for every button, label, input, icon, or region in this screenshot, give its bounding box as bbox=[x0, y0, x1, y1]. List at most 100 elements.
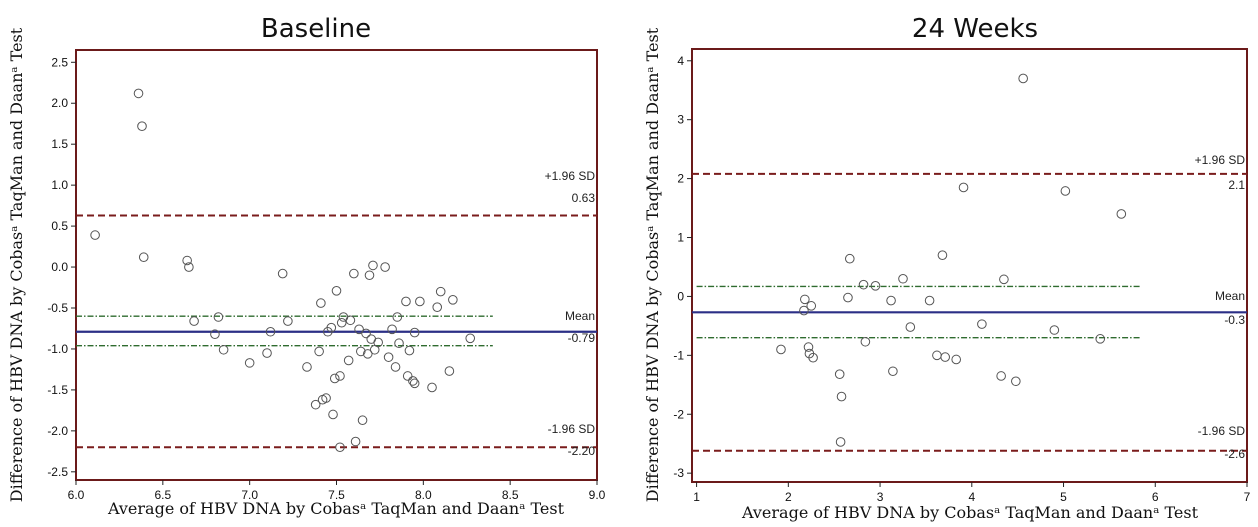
lower-loa-label: -1.96 SD bbox=[548, 422, 596, 436]
data-point bbox=[302, 362, 312, 372]
y-tick-label: 3 bbox=[677, 113, 684, 127]
mean-ci-lines bbox=[696, 285, 1142, 339]
baseline-chart: Baseline 6.0 6.5 7.0 7.5 8.0 8.5 9.0 2.5 2.0 1.5… bbox=[7, 14, 606, 518]
data-point bbox=[444, 366, 455, 376]
data-point bbox=[218, 344, 229, 355]
data-point bbox=[137, 121, 147, 131]
data-point bbox=[331, 286, 342, 296]
data-point bbox=[932, 350, 942, 361]
x-axis-ticks: 6.0 6.5 7.0 7.5 8.0 8.5 9.0 bbox=[68, 480, 606, 502]
data-point bbox=[448, 295, 458, 305]
upper-loa-value: 0.63 bbox=[572, 191, 596, 205]
y-tick-label: 1 bbox=[677, 231, 684, 245]
data-point bbox=[138, 252, 149, 263]
data-point bbox=[362, 349, 373, 359]
x-axis-ticks: 1 2 3 4 5 6 7 bbox=[693, 482, 1251, 504]
data-point bbox=[394, 338, 404, 349]
data-point bbox=[977, 319, 987, 329]
data-point bbox=[808, 352, 818, 363]
y-axis-ticks: 4 3 2 1 0 -1 -2 -3 bbox=[673, 54, 692, 480]
lower-loa-value: -2.6 bbox=[1224, 447, 1245, 461]
data-point bbox=[1018, 73, 1028, 84]
data-point bbox=[189, 316, 199, 326]
data-point bbox=[380, 262, 390, 272]
data-point bbox=[262, 348, 272, 358]
upper-loa-label: +1.96 SD bbox=[545, 169, 596, 183]
data-point bbox=[328, 409, 338, 420]
mean-label: Mean bbox=[565, 309, 595, 323]
data-point bbox=[350, 436, 361, 447]
data-point bbox=[90, 230, 100, 240]
data-point bbox=[1060, 186, 1071, 196]
data-point bbox=[870, 281, 881, 291]
data-point bbox=[277, 268, 288, 279]
data-point bbox=[415, 296, 425, 307]
data-point bbox=[244, 358, 255, 368]
upper-loa-value: 2.1 bbox=[1228, 178, 1245, 192]
data-point bbox=[408, 376, 418, 386]
y-axis-label: Difference of HBV DNA by Cobasᵃ TaqMan a… bbox=[7, 27, 26, 502]
y-tick-label: -1.5 bbox=[47, 383, 68, 397]
y-tick-label: 0.0 bbox=[51, 260, 68, 274]
data-point bbox=[1049, 325, 1060, 335]
data-point bbox=[937, 250, 948, 260]
data-point bbox=[435, 286, 446, 297]
data-point bbox=[836, 391, 847, 402]
y-tick-label: 1.0 bbox=[51, 178, 68, 192]
data-points bbox=[90, 88, 476, 453]
chart-title: Baseline bbox=[261, 14, 371, 44]
data-point bbox=[999, 274, 1009, 285]
line-labels: +1.96 SD 2.1 Mean -0.3 -1.96 SD -2.6 bbox=[1195, 153, 1246, 461]
data-point bbox=[844, 253, 855, 264]
data-point bbox=[886, 295, 896, 306]
y-tick-label: 2.5 bbox=[51, 55, 68, 69]
y-tick-label: -3 bbox=[673, 466, 684, 480]
plot-frame bbox=[691, 48, 1248, 483]
x-tick-label: 6 bbox=[1152, 490, 1159, 504]
y-tick-label: 2.0 bbox=[51, 96, 68, 110]
data-point bbox=[383, 352, 394, 362]
x-tick-label: 4 bbox=[968, 490, 975, 504]
x-tick-label: 7.0 bbox=[241, 488, 258, 502]
data-point bbox=[345, 315, 356, 326]
data-point bbox=[905, 322, 916, 332]
data-point bbox=[373, 337, 383, 348]
x-tick-label: 7 bbox=[1244, 490, 1251, 504]
data-point bbox=[335, 442, 345, 453]
lower-loa-value: -2.20 bbox=[568, 444, 596, 458]
data-point bbox=[316, 298, 326, 308]
mean-label: Mean bbox=[1215, 289, 1245, 303]
x-tick-label: 8.5 bbox=[502, 488, 519, 502]
data-point bbox=[860, 336, 871, 347]
agreement-limit-lines bbox=[76, 214, 597, 449]
x-tick-label: 2 bbox=[785, 490, 792, 504]
y-tick-label: 0 bbox=[677, 289, 684, 303]
data-point bbox=[283, 316, 293, 326]
data-point bbox=[210, 329, 220, 340]
plot-frame bbox=[75, 49, 598, 481]
data-point bbox=[806, 301, 817, 311]
data-point bbox=[401, 296, 411, 307]
data-point bbox=[182, 255, 192, 266]
data-point bbox=[336, 317, 347, 328]
data-point bbox=[326, 322, 337, 333]
data-point bbox=[996, 371, 1006, 381]
data-point bbox=[858, 279, 869, 290]
data-point bbox=[402, 371, 413, 381]
y-tick-label: -2 bbox=[673, 407, 684, 421]
y-tick-label: -0.5 bbox=[47, 301, 68, 315]
x-tick-label: 9.0 bbox=[589, 488, 606, 502]
line-labels: +1.96 SD 0.63 Mean -0.79 -1.96 SD -2.20 bbox=[545, 169, 596, 458]
data-point bbox=[265, 326, 276, 337]
y-tick-label: -2.0 bbox=[47, 424, 68, 438]
data-point bbox=[843, 292, 853, 303]
data-point bbox=[404, 345, 415, 356]
y-tick-label: -2.5 bbox=[47, 465, 68, 479]
data-point bbox=[409, 378, 420, 389]
data-point bbox=[800, 294, 810, 305]
y-tick-label: 4 bbox=[677, 54, 684, 68]
x-tick-label: 7.5 bbox=[328, 488, 345, 502]
data-point bbox=[898, 273, 908, 284]
y-tick-label: 0.5 bbox=[51, 219, 68, 233]
